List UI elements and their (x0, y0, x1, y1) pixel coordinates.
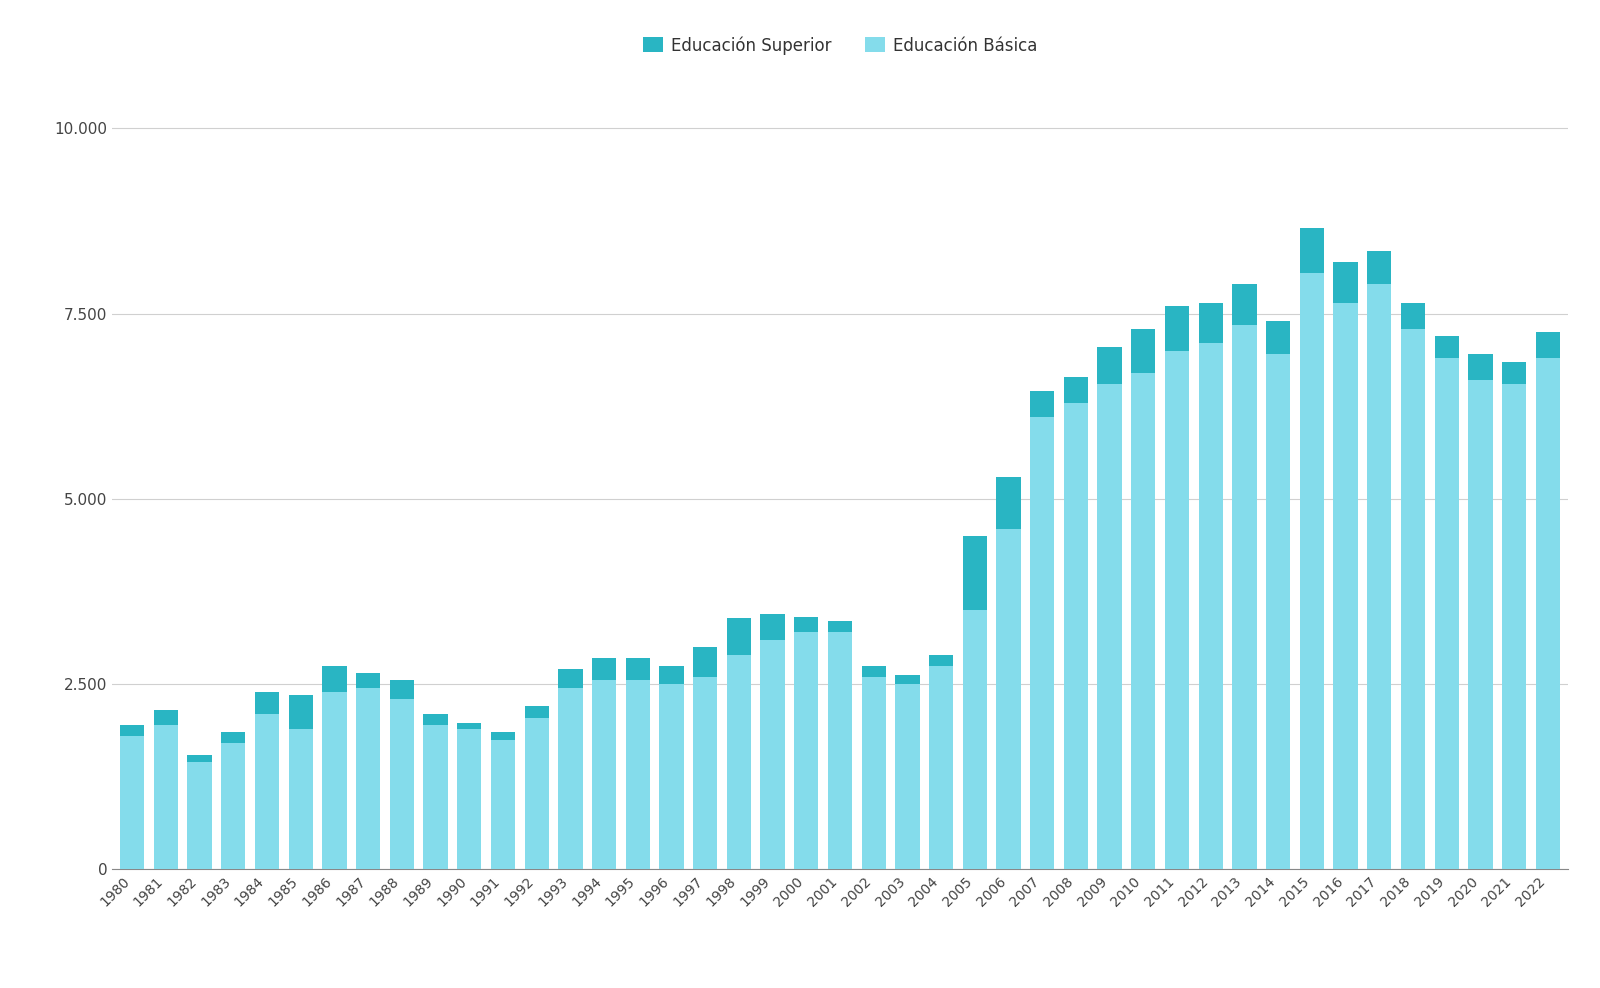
Bar (120, 736, 144, 869)
Bar (1402, 329, 1426, 869)
Bar (154, 710, 178, 725)
Bar (1402, 302, 1426, 329)
Bar (1366, 251, 1392, 285)
Bar (930, 655, 954, 666)
Bar (491, 740, 515, 869)
Bar (1435, 336, 1459, 359)
Bar (1266, 321, 1290, 355)
Bar (693, 677, 717, 869)
Bar (626, 658, 650, 681)
Bar (659, 684, 683, 869)
Bar (390, 681, 414, 700)
Bar (1469, 380, 1493, 869)
Bar (1030, 417, 1054, 869)
Bar (221, 732, 245, 744)
Bar (1366, 285, 1392, 869)
Bar (592, 681, 616, 869)
Bar (120, 725, 144, 736)
Bar (525, 706, 549, 717)
Bar (288, 729, 314, 869)
Bar (357, 673, 381, 688)
Bar (1502, 362, 1526, 384)
Bar (1198, 344, 1222, 869)
Bar (1098, 347, 1122, 384)
Bar (726, 655, 750, 869)
Bar (1502, 384, 1526, 869)
Bar (390, 700, 414, 869)
Bar (1536, 332, 1560, 359)
Bar (357, 688, 381, 869)
Bar (254, 692, 278, 713)
Bar (558, 670, 582, 688)
Legend: Educación Superior, Educación Básica: Educación Superior, Educación Básica (635, 30, 1045, 61)
Bar (1030, 391, 1054, 417)
Bar (424, 713, 448, 725)
Bar (659, 666, 683, 684)
Bar (861, 666, 886, 677)
Bar (693, 647, 717, 677)
Bar (1299, 228, 1323, 273)
Bar (221, 744, 245, 869)
Bar (827, 621, 853, 632)
Bar (187, 755, 211, 762)
Bar (1232, 285, 1256, 325)
Bar (1131, 373, 1155, 869)
Bar (1165, 306, 1189, 351)
Bar (794, 632, 819, 869)
Bar (1131, 328, 1155, 373)
Bar (626, 681, 650, 869)
Bar (760, 640, 784, 869)
Bar (827, 632, 853, 869)
Bar (896, 684, 920, 869)
Bar (525, 717, 549, 869)
Bar (963, 535, 987, 611)
Bar (760, 614, 784, 640)
Bar (1232, 325, 1256, 869)
Bar (558, 688, 582, 869)
Bar (1469, 355, 1493, 380)
Bar (1333, 302, 1358, 869)
Bar (187, 762, 211, 869)
Bar (1064, 403, 1088, 869)
Bar (1098, 384, 1122, 869)
Bar (794, 618, 819, 632)
Bar (1064, 376, 1088, 403)
Bar (288, 696, 314, 729)
Bar (1435, 359, 1459, 869)
Bar (997, 529, 1021, 869)
Bar (1536, 359, 1560, 869)
Bar (458, 723, 482, 729)
Bar (424, 725, 448, 869)
Bar (726, 618, 750, 655)
Bar (1165, 351, 1189, 869)
Bar (491, 732, 515, 740)
Bar (997, 477, 1021, 529)
Bar (1299, 273, 1323, 869)
Bar (930, 666, 954, 869)
Bar (1333, 262, 1358, 302)
Bar (154, 725, 178, 869)
Bar (254, 713, 278, 869)
Bar (322, 666, 347, 692)
Bar (1198, 302, 1222, 344)
Bar (592, 658, 616, 681)
Bar (963, 611, 987, 869)
Bar (896, 676, 920, 684)
Bar (861, 677, 886, 869)
Bar (458, 729, 482, 869)
Bar (1266, 355, 1290, 869)
Bar (322, 692, 347, 869)
